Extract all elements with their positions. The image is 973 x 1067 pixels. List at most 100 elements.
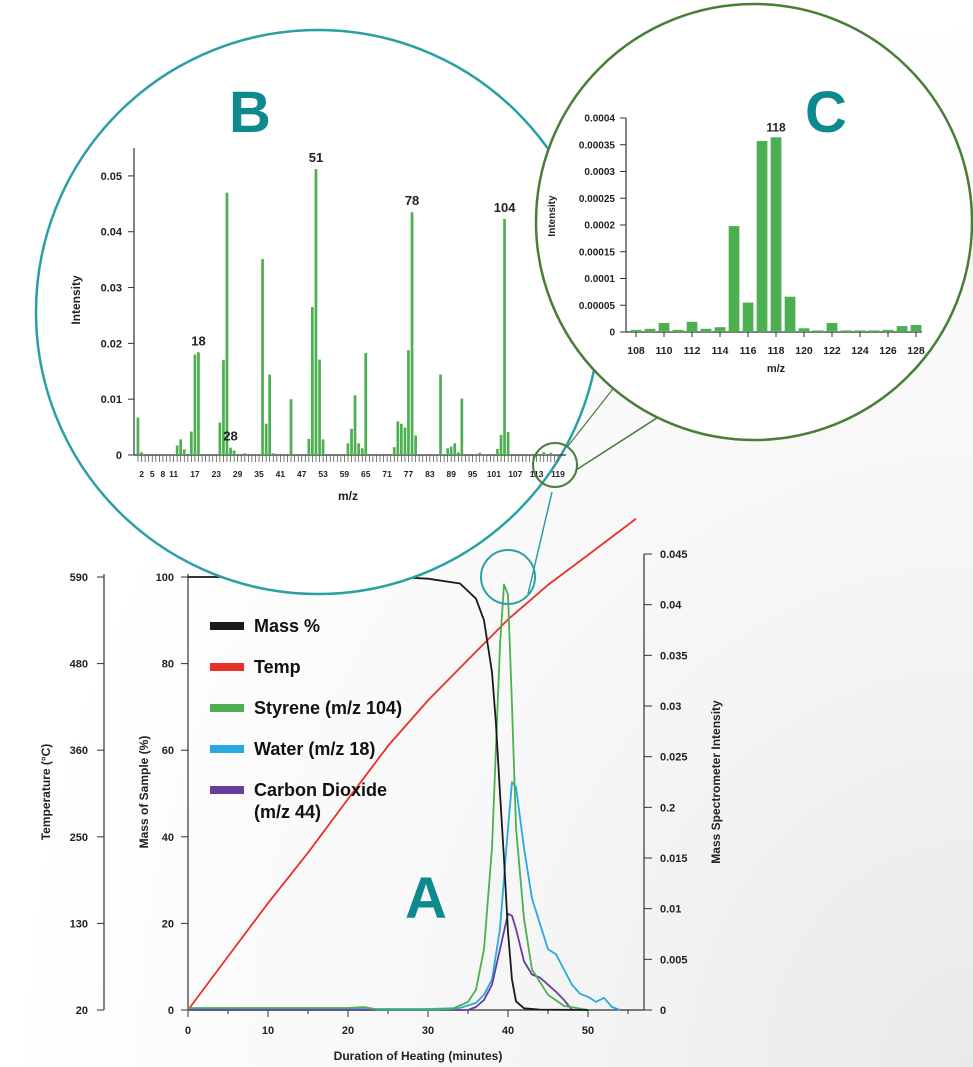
b-x-tick-label: 5 xyxy=(150,469,155,479)
b-bar xyxy=(314,169,318,455)
temperature-tick-label: 360 xyxy=(70,745,88,757)
mass-tick-label: 40 xyxy=(162,832,174,844)
c-bar xyxy=(644,328,656,332)
temperature-tick-label: 250 xyxy=(70,832,88,844)
c-x-tick-label: 110 xyxy=(656,345,673,357)
temperature-tick-label: 480 xyxy=(70,659,88,671)
b-x-tick-label: 77 xyxy=(404,469,414,479)
b-x-tick-label: 65 xyxy=(361,469,371,479)
c-bars xyxy=(630,137,922,332)
chart-a-series xyxy=(187,517,637,1011)
b-x-tick-label: 35 xyxy=(254,469,264,479)
b-x-tick-label: 107 xyxy=(508,469,522,479)
b-x-tick-label: 11 xyxy=(169,469,178,479)
magnifier-b-circle xyxy=(34,28,602,596)
magnified-chart-c: 0 0.00005 0.0001 0.00015 0.0002 0.00025 0.0003… xyxy=(534,2,973,442)
b-x-tick-label: 29 xyxy=(233,469,243,479)
b-y-tick-label: 0.02 xyxy=(101,338,122,350)
time-tick-label: 0 xyxy=(185,1025,191,1037)
series-line-water-m-z-18 xyxy=(188,781,621,1011)
mass-tick-label: 60 xyxy=(162,745,174,757)
temperature-axis-label: Temperature (°C) xyxy=(39,744,53,841)
b-bar xyxy=(392,447,396,455)
b-bar xyxy=(346,443,350,455)
legend-label: Temp xyxy=(254,657,301,677)
c-bar xyxy=(630,329,642,332)
b-bar xyxy=(232,450,236,455)
b-x-tick-label: 83 xyxy=(425,469,435,479)
c-x-tick-label: 128 xyxy=(907,345,925,357)
b-bar xyxy=(321,439,325,455)
b-bar xyxy=(243,453,247,455)
c-bar xyxy=(672,329,684,332)
panel-letter-a: A xyxy=(405,866,447,931)
temperature-tick-label: 590 xyxy=(70,572,88,584)
c-x-axis-label: m/z xyxy=(767,363,786,375)
c-bar xyxy=(686,321,698,332)
ms-intensity-tick-label: 0.005 xyxy=(660,954,688,966)
b-x-tick-label: 2 xyxy=(139,469,144,479)
b-x-tick-label: 89 xyxy=(446,469,456,479)
ms-intensity-tick-label: 0 xyxy=(660,1005,666,1017)
b-bar xyxy=(503,218,506,455)
c-x-tick-label: 124 xyxy=(851,345,869,357)
b-x-tick-label: 47 xyxy=(297,469,307,479)
panel-letter-c: C xyxy=(805,80,847,145)
b-bar xyxy=(261,259,264,455)
b-bar xyxy=(453,443,457,455)
b-bar xyxy=(264,423,268,455)
b-bar xyxy=(446,448,449,455)
b-x-tick-label: 59 xyxy=(340,469,350,479)
b-minor-ticks xyxy=(137,455,559,462)
c-bar xyxy=(798,328,810,332)
c-x-ticks: 108 110 112 114 116 118 120 122 124 126 128 xyxy=(627,332,925,357)
c-y-ticks: 0 0.00005 0.0001 0.00015 0.0002 0.00025 0.0003… xyxy=(579,114,626,339)
c-x-tick-label: 112 xyxy=(684,345,701,357)
b-x-tick-label: 113 xyxy=(530,469,544,479)
c-bar xyxy=(728,226,740,332)
mass-tick-label: 100 xyxy=(156,572,174,584)
legend-label: Carbon Dioxide xyxy=(254,780,387,800)
b-bar xyxy=(218,422,222,455)
b-bar xyxy=(364,352,368,455)
b-x-tick-label: 101 xyxy=(487,469,501,479)
zoom-marker-b xyxy=(532,442,578,488)
c-y-tick-label: 0 xyxy=(609,328,615,339)
magnified-chart-b: 0 0.01 0.02 0.03 0.04 0.05 2 5 8 11 17 23 29 35 41 47 5… xyxy=(34,28,602,596)
legend-swatch xyxy=(210,622,244,630)
c-x-tick-label: 114 xyxy=(712,345,729,357)
c-x-tick-label: 122 xyxy=(823,345,841,357)
c-peak-label: 118 xyxy=(766,120,786,134)
b-bar xyxy=(499,434,503,455)
b-bar xyxy=(449,446,453,455)
legend-swatch xyxy=(210,745,244,753)
b-x-tick-label: 71 xyxy=(382,469,392,479)
legend-label: (m/z 44) xyxy=(254,802,321,822)
b-x-axis-label: m/z xyxy=(338,489,358,503)
c-x-tick-label: 116 xyxy=(740,345,757,357)
c-peak-labels: 118 xyxy=(766,120,786,134)
b-bar xyxy=(506,432,510,455)
b-y-tick-label: 0 xyxy=(116,450,122,462)
b-bar xyxy=(410,212,414,455)
b-bar xyxy=(400,423,403,455)
mass-tick-label: 0 xyxy=(168,1005,174,1017)
b-bar xyxy=(439,374,442,455)
c-y-tick-label: 0.0003 xyxy=(584,167,615,178)
b-y-tick-label: 0.04 xyxy=(101,227,123,239)
time-tick-label: 20 xyxy=(342,1025,354,1037)
c-y-tick-label: 0.00025 xyxy=(579,194,616,205)
c-bar xyxy=(840,330,852,332)
zoom-marker-a xyxy=(480,549,536,605)
b-peak-label: 18 xyxy=(191,333,205,348)
panel-letter-b: B xyxy=(229,80,271,145)
c-bar xyxy=(868,330,880,332)
time-tick-label: 30 xyxy=(422,1025,434,1037)
b-bar xyxy=(271,453,275,455)
b-bar xyxy=(478,452,481,455)
c-bar xyxy=(896,326,908,332)
b-bar xyxy=(136,417,140,455)
b-bar xyxy=(268,374,271,455)
b-peak-label: 51 xyxy=(309,150,323,165)
